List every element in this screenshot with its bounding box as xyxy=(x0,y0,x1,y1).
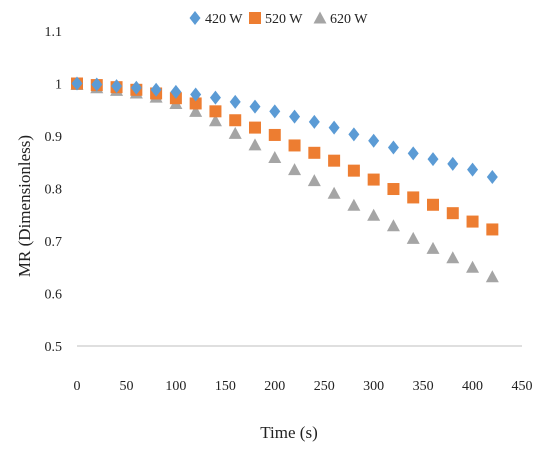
y-tick-label: 0.7 xyxy=(45,235,63,250)
data-point xyxy=(486,223,499,236)
data-point xyxy=(426,241,440,254)
legend: 420 W 520 W 620 W xyxy=(189,11,368,27)
x-tick-label: 150 xyxy=(215,379,236,394)
data-point xyxy=(466,260,480,273)
x-axis-title: Time (s) xyxy=(260,423,317,442)
data-point xyxy=(208,114,222,127)
data-point xyxy=(288,163,302,176)
data-point xyxy=(228,126,242,139)
y-tick-label: 1 xyxy=(55,78,62,93)
data-point xyxy=(427,152,439,167)
y-tick-label: 0.9 xyxy=(45,130,63,145)
legend-label: 520 W xyxy=(265,12,303,27)
data-point xyxy=(190,87,202,102)
data-point xyxy=(248,138,262,151)
legend-marker-triangle xyxy=(313,11,327,24)
data-point xyxy=(328,154,341,167)
data-point xyxy=(189,97,202,110)
data-point xyxy=(209,105,222,118)
data-point xyxy=(209,90,221,105)
y-tick-label: 0.5 xyxy=(45,340,63,355)
x-tick-label: 450 xyxy=(512,379,533,394)
data-point xyxy=(467,162,479,177)
x-tick-label: 50 xyxy=(119,379,133,394)
x-tick-label: 200 xyxy=(264,379,285,394)
x-tick-label: 400 xyxy=(462,379,483,394)
data-point xyxy=(249,99,261,114)
data-point xyxy=(466,215,479,228)
data-point xyxy=(367,208,381,221)
data-point xyxy=(189,104,203,117)
data-point xyxy=(446,207,459,220)
data-point xyxy=(229,114,242,127)
x-tick-label: 300 xyxy=(363,379,384,394)
x-tick-label: 0 xyxy=(74,379,81,394)
data-point xyxy=(150,82,162,97)
legend-label: 620 W xyxy=(330,12,368,27)
data-point xyxy=(71,76,83,91)
series-420w xyxy=(71,76,498,184)
data-point xyxy=(307,174,321,187)
data-point xyxy=(111,79,123,94)
y-tick-label: 0.8 xyxy=(45,183,63,198)
data-point xyxy=(249,121,261,134)
data-point xyxy=(269,104,281,119)
x-tick-label: 250 xyxy=(314,379,335,394)
data-point xyxy=(386,219,400,232)
legend-label: 420 W xyxy=(205,12,243,27)
data-point xyxy=(328,120,340,135)
data-point xyxy=(447,156,459,171)
data-point xyxy=(407,191,420,204)
data-point xyxy=(367,173,380,186)
data-point xyxy=(348,127,360,142)
data-point xyxy=(91,77,103,92)
data-point xyxy=(308,146,321,159)
legend-marker-diamond xyxy=(189,11,201,25)
data-point xyxy=(446,251,460,264)
x-tick-label: 350 xyxy=(413,379,434,394)
data-point xyxy=(347,198,361,211)
data-point xyxy=(308,114,320,129)
y-axis-title: MR (Dimensionless) xyxy=(15,135,34,277)
y-tick-label: 1.1 xyxy=(45,25,63,40)
data-point xyxy=(406,231,420,244)
data-point xyxy=(268,151,282,164)
tick-labels: 0 50 100 150 200 250 300 350 400 450 0.5 0.6 0.7 0.8 0… xyxy=(45,25,533,394)
data-point xyxy=(327,186,341,199)
data-point xyxy=(288,139,301,152)
data-point xyxy=(347,164,360,177)
legend-item: 520 W xyxy=(249,12,303,27)
data-point xyxy=(229,94,241,109)
x-tick-label: 100 xyxy=(165,379,186,394)
data-point xyxy=(427,198,439,211)
data-point xyxy=(268,128,281,141)
data-point xyxy=(485,270,499,283)
data-point xyxy=(368,133,380,148)
legend-item: 420 W xyxy=(189,11,243,27)
data-point xyxy=(130,80,142,95)
legend-marker-square xyxy=(249,12,261,24)
data-point xyxy=(486,169,498,184)
data-point xyxy=(170,84,182,99)
series-620w xyxy=(70,78,499,283)
data-point xyxy=(387,140,399,155)
data-point xyxy=(387,183,400,196)
y-tick-label: 0.6 xyxy=(45,288,63,303)
legend-item: 620 W xyxy=(313,11,368,27)
data-point xyxy=(289,109,301,124)
data-point xyxy=(407,146,419,161)
data-points xyxy=(70,76,499,283)
